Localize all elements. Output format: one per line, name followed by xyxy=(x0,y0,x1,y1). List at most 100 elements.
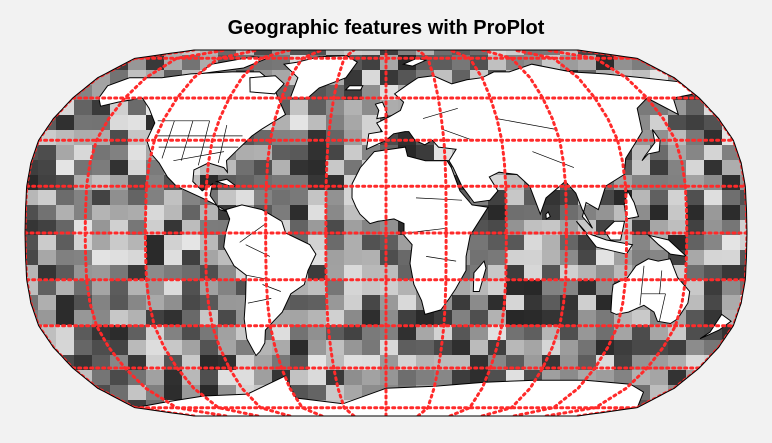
ocean-tile xyxy=(506,190,525,206)
ocean-tile xyxy=(704,130,723,146)
ocean-tile xyxy=(740,130,747,146)
ocean-tile xyxy=(74,205,93,221)
border-line xyxy=(639,265,645,306)
ocean-tile xyxy=(506,50,525,56)
ocean-tile xyxy=(254,145,273,161)
ocean-tile xyxy=(92,175,111,191)
ocean-tile xyxy=(128,385,147,401)
ocean-tile xyxy=(146,205,165,221)
ocean-tile xyxy=(542,295,561,311)
ocean-tile xyxy=(56,415,75,416)
ocean-tile xyxy=(92,50,111,56)
ocean-tile xyxy=(362,370,381,386)
ocean-tile xyxy=(308,370,327,386)
ocean-tile xyxy=(308,265,327,281)
ocean-tile xyxy=(416,340,435,356)
ocean-tile xyxy=(25,100,39,116)
ocean-tile xyxy=(146,295,165,311)
ocean-tile xyxy=(470,340,489,356)
ocean-tile xyxy=(128,130,147,146)
ocean-tile xyxy=(38,85,57,101)
ocean-tile xyxy=(686,130,705,146)
ocean-tile xyxy=(290,130,309,146)
ocean-tile xyxy=(542,280,561,296)
ocean-tile xyxy=(128,160,147,176)
ocean-tile xyxy=(722,50,741,56)
ocean-tile xyxy=(740,50,747,56)
ocean-tile xyxy=(416,325,435,341)
ocean-tile xyxy=(56,280,75,296)
ocean-tile xyxy=(182,385,201,401)
ocean-tile xyxy=(614,50,633,56)
ocean-tile xyxy=(218,190,237,206)
ocean-tile xyxy=(56,130,75,146)
ocean-tile xyxy=(326,205,345,221)
ocean-tile xyxy=(596,415,615,416)
ocean-tile xyxy=(56,55,75,71)
ocean-tile xyxy=(380,250,399,266)
ocean-tile xyxy=(452,340,471,356)
ocean-tile xyxy=(740,310,747,326)
ocean-tile xyxy=(686,160,705,176)
ocean-tile xyxy=(326,310,345,326)
ocean-tile xyxy=(56,295,75,311)
ocean-tile xyxy=(740,115,747,131)
ocean-tile xyxy=(110,235,129,251)
ocean-tile xyxy=(488,250,507,266)
ocean-tile xyxy=(56,340,75,356)
ocean-tile xyxy=(740,385,747,401)
ocean-tile xyxy=(290,50,309,56)
ocean-tile xyxy=(542,250,561,266)
ocean-tile xyxy=(164,340,183,356)
ocean-tile xyxy=(74,160,93,176)
ocean-tile xyxy=(758,115,772,131)
ocean-tile xyxy=(25,265,39,281)
ocean-tile xyxy=(164,325,183,341)
ocean-tile xyxy=(758,415,772,431)
ocean-tile xyxy=(596,280,615,296)
ocean-tile xyxy=(110,145,129,161)
ocean-tile xyxy=(272,205,291,221)
ocean-tile xyxy=(326,265,345,281)
border-line xyxy=(197,120,210,166)
ocean-tile xyxy=(290,175,309,191)
ocean-tile xyxy=(686,70,705,86)
ocean-tile xyxy=(416,310,435,326)
ocean-tile xyxy=(56,235,75,251)
ocean-tile xyxy=(722,55,741,71)
ocean-tile xyxy=(128,265,147,281)
ocean-tile xyxy=(74,370,93,386)
ocean-tile xyxy=(398,50,417,56)
ocean-tile xyxy=(524,325,543,341)
ocean-tile xyxy=(668,175,687,191)
ocean-tile xyxy=(542,50,561,56)
ocean-tile xyxy=(362,265,381,281)
ocean-tile xyxy=(56,160,75,176)
ocean-tile xyxy=(452,310,471,326)
ocean-tile xyxy=(758,220,772,236)
ocean-tile xyxy=(344,310,363,326)
ocean-tile xyxy=(686,145,705,161)
ocean-tile xyxy=(254,175,273,191)
ocean-tile xyxy=(722,295,741,311)
land-sri-lanka xyxy=(545,211,551,220)
land-iceland xyxy=(344,85,364,91)
ocean-tile xyxy=(596,250,615,266)
border-line xyxy=(442,129,474,141)
ocean-tile xyxy=(740,340,747,356)
ocean-tile xyxy=(128,175,147,191)
ocean-tile xyxy=(704,250,723,266)
ocean-tile xyxy=(110,295,129,311)
ocean-tile xyxy=(506,415,525,416)
ocean-tile xyxy=(740,205,747,221)
ocean-tile xyxy=(704,415,723,416)
ocean-tile xyxy=(506,265,525,281)
border-line xyxy=(415,197,463,201)
ocean-tile xyxy=(704,355,723,371)
ocean-tile xyxy=(596,205,615,221)
ocean-tile xyxy=(326,175,345,191)
ocean-tile xyxy=(290,295,309,311)
ocean-tile xyxy=(380,415,399,416)
ocean-tile xyxy=(56,310,75,326)
ocean-tile xyxy=(524,280,543,296)
